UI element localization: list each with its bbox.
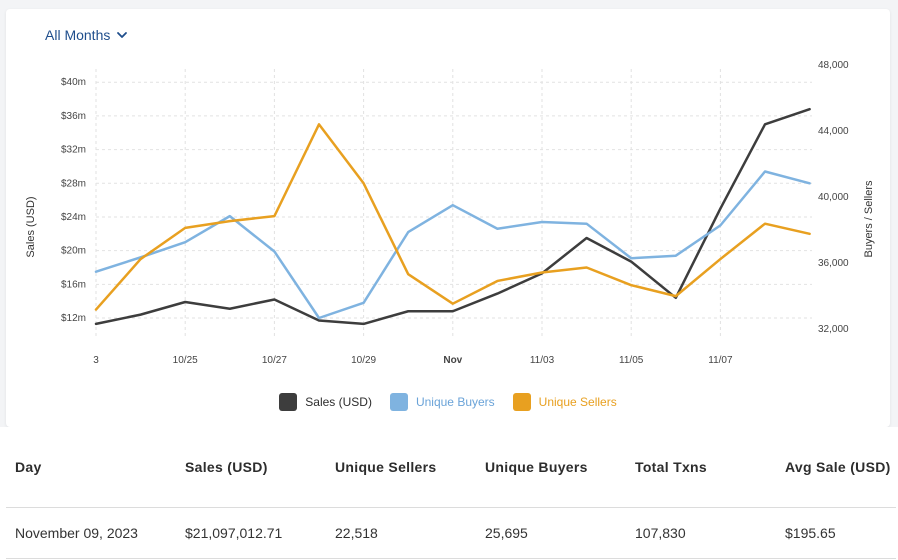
column-header-unique-sellers[interactable]: Unique Sellers — [326, 427, 476, 508]
chart-legend: Sales (USD) Unique Buyers Unique Sellers — [6, 393, 890, 411]
table-header-row: Day Sales (USD) Unique Sellers Unique Bu… — [6, 427, 896, 508]
y-right-tick-label: 32,000 — [818, 324, 849, 335]
legend-swatch-sales — [279, 393, 298, 411]
x-tick-label: 10/29 — [351, 355, 376, 366]
legend-item-sellers[interactable]: Unique Sellers — [512, 393, 617, 411]
x-tick-label: 10/25 — [173, 355, 198, 366]
y-left-tick-label: $36m — [61, 111, 86, 122]
column-header-total-txns[interactable]: Total Txns — [626, 427, 776, 508]
x-tick-label: 11/03 — [530, 355, 555, 366]
column-header-avg-sale[interactable]: Avg Sale (USD) — [776, 427, 896, 508]
x-tick-label: Nov — [443, 355, 462, 366]
column-header-sales[interactable]: Sales (USD) — [176, 427, 326, 508]
x-tick-label: 11/07 — [708, 355, 733, 366]
cell-unique-buyers: 25,695 — [476, 507, 626, 559]
y-left-tick-label: $28m — [61, 178, 86, 189]
series-line-sales-usd — [94, 107, 811, 326]
y-left-tick-label: $32m — [61, 145, 86, 156]
legend-item-buyers[interactable]: Unique Buyers — [389, 393, 495, 411]
y-left-tick-label: $20m — [61, 246, 86, 257]
cell-day: November 09, 2023 — [6, 507, 176, 559]
y-axis-title: Sales (USD) — [25, 196, 37, 257]
chevron-down-icon — [117, 32, 128, 38]
legend-label-sellers: Unique Sellers — [538, 395, 617, 409]
legend-swatch-sellers — [512, 393, 531, 411]
y-left-tick-label: $12m — [61, 313, 86, 324]
cell-total-txns: 107,830 — [626, 507, 776, 559]
legend-label-sales: Sales (USD) — [305, 395, 372, 409]
series-line-unique-buyers — [94, 170, 811, 320]
x-tick-label: 10/27 — [262, 355, 287, 366]
x-tick-label: 11/05 — [619, 355, 644, 366]
month-filter-dropdown[interactable]: All Months — [45, 27, 128, 43]
table-row: November 09, 2023 $21,097,012.71 22,518 … — [6, 507, 896, 559]
x-tick-label: 3 — [93, 355, 99, 366]
y-left-tick-label: $24m — [61, 212, 86, 223]
legend-label-buyers: Unique Buyers — [415, 395, 495, 409]
y-left-tick-label: $40m — [61, 77, 86, 88]
legend-item-sales[interactable]: Sales (USD) — [279, 393, 372, 411]
cell-sales: $21,097,012.71 — [176, 507, 326, 559]
daily-stats-table-area: Day Sales (USD) Unique Sellers Unique Bu… — [0, 427, 898, 560]
daily-stats-table: Day Sales (USD) Unique Sellers Unique Bu… — [6, 427, 896, 559]
y-right-tick-label: 36,000 — [818, 258, 849, 269]
y-right-tick-label: 48,000 — [818, 60, 849, 71]
cell-unique-sellers: 22,518 — [326, 507, 476, 559]
series-line-unique-sellers — [94, 123, 811, 311]
month-filter-label: All Months — [45, 27, 111, 43]
chart-card: All Months 3 10/25 10/27 10/29 Nov 11/03 11/05… — [6, 9, 890, 427]
cell-avg-sale: $195.65 — [776, 507, 896, 559]
y-right-tick-label: 44,000 — [818, 126, 849, 137]
y-right-axis-title: Buyers / Sellers — [863, 180, 875, 258]
y-right-tick-label: 40,000 — [818, 192, 849, 203]
column-header-unique-buyers[interactable]: Unique Buyers — [476, 427, 626, 508]
y-left-tick-label: $16m — [61, 279, 86, 290]
column-header-day[interactable]: Day — [6, 427, 176, 508]
legend-swatch-buyers — [389, 393, 408, 411]
line-chart: 3 10/25 10/27 10/29 Nov 11/03 11/05 11/07 $12m $1… — [25, 60, 875, 366]
